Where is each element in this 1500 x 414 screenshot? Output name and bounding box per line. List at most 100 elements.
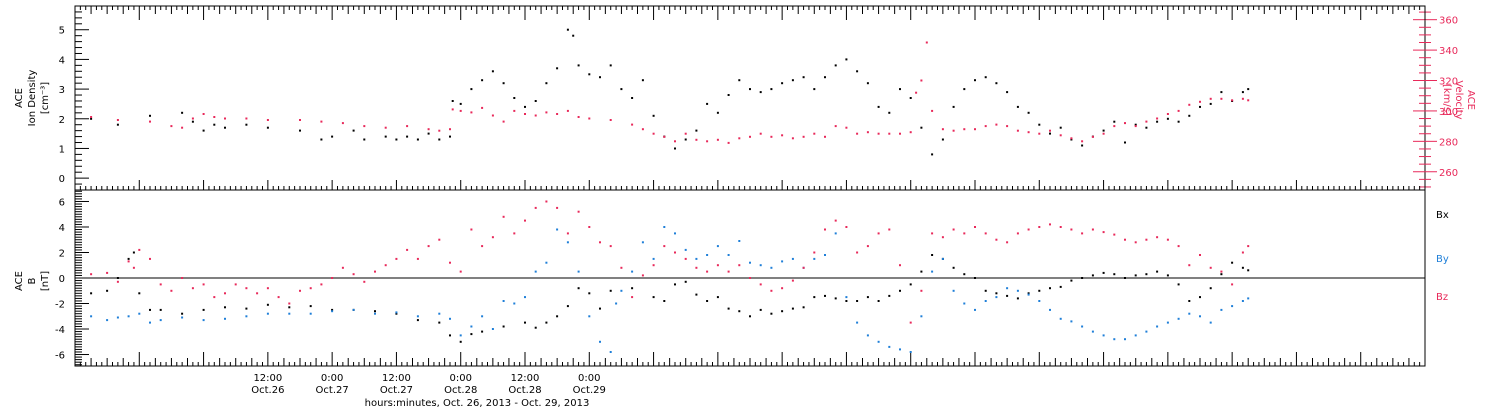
density-point bbox=[116, 123, 119, 126]
velocity-point bbox=[856, 132, 859, 135]
bz-point bbox=[1209, 266, 1212, 269]
density-point bbox=[352, 129, 355, 132]
velocity-point bbox=[566, 109, 569, 112]
velocity-point bbox=[213, 116, 216, 118]
density-point bbox=[1059, 126, 1062, 129]
legend-bz: Bz bbox=[1436, 292, 1448, 303]
bz-point bbox=[277, 296, 280, 299]
by-point bbox=[770, 266, 773, 269]
bz-point bbox=[716, 264, 719, 267]
density-point bbox=[641, 79, 644, 82]
density-point bbox=[1247, 88, 1250, 91]
bx-point bbox=[1049, 287, 1051, 290]
x-tick-label-date: Oct.28 bbox=[508, 385, 541, 396]
data-marks bbox=[90, 28, 1250, 353]
bz-point bbox=[1156, 236, 1159, 239]
density-point bbox=[995, 82, 998, 85]
bz-point bbox=[674, 251, 676, 254]
by-point bbox=[1156, 325, 1159, 328]
x-tick-label-time: 12:00 bbox=[253, 373, 282, 384]
velocity-point bbox=[684, 132, 687, 135]
velocity-point bbox=[1188, 103, 1191, 106]
velocity-point bbox=[813, 132, 816, 135]
density-point bbox=[984, 76, 987, 79]
velocity-point bbox=[1177, 109, 1180, 112]
by-point bbox=[106, 319, 109, 322]
bz-point bbox=[1049, 223, 1051, 226]
by-point bbox=[481, 315, 484, 318]
by-point bbox=[1134, 334, 1137, 337]
bz-point bbox=[299, 289, 301, 292]
by-point bbox=[1145, 330, 1148, 333]
velocity-point bbox=[545, 111, 548, 114]
velocity-point bbox=[1006, 125, 1009, 128]
bx-point bbox=[684, 280, 687, 283]
density-point bbox=[674, 147, 676, 150]
density-point bbox=[749, 88, 751, 91]
bx-point bbox=[438, 321, 441, 324]
bx-point bbox=[1016, 297, 1019, 300]
velocity-point bbox=[1209, 97, 1212, 100]
bx-point bbox=[502, 325, 505, 328]
velocity-tick-label: 360 bbox=[1439, 16, 1458, 27]
x-tick-label-date: Oct.27 bbox=[316, 385, 349, 396]
bx-point bbox=[1177, 283, 1180, 286]
bx-point bbox=[577, 287, 580, 290]
velocity-ylabel-line2: Velocity bbox=[1453, 80, 1464, 119]
density-point bbox=[395, 138, 398, 141]
bz-point bbox=[952, 228, 955, 231]
bz-point bbox=[1241, 251, 1244, 254]
bz-point bbox=[191, 287, 194, 290]
velocity-point bbox=[834, 125, 837, 128]
velocity-point bbox=[363, 125, 366, 128]
density-point bbox=[1081, 144, 1084, 147]
bx-point bbox=[716, 296, 719, 299]
bx-point bbox=[920, 270, 923, 273]
bz-point bbox=[588, 226, 591, 228]
by-point bbox=[331, 310, 334, 313]
density-point bbox=[877, 105, 880, 108]
density-point bbox=[759, 91, 762, 94]
velocity-point bbox=[90, 116, 93, 118]
by-point bbox=[1231, 305, 1234, 308]
by-point bbox=[556, 228, 559, 231]
bz-point bbox=[963, 232, 966, 235]
bz-point bbox=[534, 206, 537, 209]
by-point bbox=[1209, 321, 1212, 324]
density-tick-label: 0 bbox=[59, 174, 65, 185]
velocity-point bbox=[781, 134, 784, 137]
velocity-point bbox=[738, 137, 741, 140]
by-point bbox=[941, 257, 944, 260]
velocity-point bbox=[877, 132, 880, 135]
velocity-point bbox=[1220, 97, 1223, 100]
by-point bbox=[1059, 317, 1062, 320]
bz-point bbox=[116, 280, 119, 283]
bz-point bbox=[802, 266, 805, 269]
velocity-point bbox=[984, 125, 987, 128]
bx-point bbox=[159, 308, 162, 311]
density-point bbox=[866, 82, 869, 85]
bz-point bbox=[652, 264, 655, 267]
bz-point bbox=[149, 257, 151, 260]
velocity-point bbox=[299, 119, 301, 121]
by-point bbox=[781, 260, 784, 263]
bx-point bbox=[781, 310, 784, 313]
x-tick-label-time: 0:00 bbox=[578, 373, 600, 384]
bx-point bbox=[588, 292, 591, 295]
field-tick-label: -4 bbox=[55, 325, 65, 336]
velocity-point bbox=[481, 106, 484, 109]
x-tick-label-time: 12:00 bbox=[382, 373, 411, 384]
by-point bbox=[502, 300, 505, 302]
velocity-point bbox=[845, 126, 848, 129]
velocity-point bbox=[925, 41, 928, 44]
bx-point bbox=[749, 315, 751, 318]
bx-point bbox=[609, 289, 612, 292]
bx-point bbox=[984, 289, 987, 292]
velocity-point bbox=[802, 135, 805, 138]
bz-point bbox=[524, 219, 526, 222]
bz-point bbox=[234, 283, 237, 286]
density-point bbox=[963, 88, 966, 91]
density-point bbox=[974, 79, 976, 82]
velocity-point bbox=[888, 132, 891, 135]
